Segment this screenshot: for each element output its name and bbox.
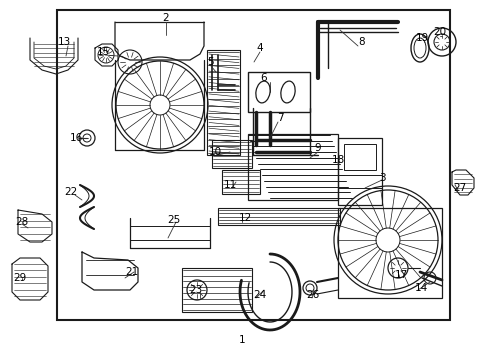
Bar: [182, 268, 251, 312]
Text: 29: 29: [13, 273, 26, 283]
Bar: [343, 144, 375, 170]
Text: 5: 5: [207, 57, 214, 67]
Text: 18: 18: [331, 155, 344, 165]
Text: 28: 28: [15, 217, 29, 227]
Text: 17: 17: [393, 270, 407, 280]
Text: 25: 25: [167, 215, 180, 225]
Bar: [57, 10, 449, 320]
Text: 2: 2: [163, 13, 169, 23]
Bar: [206, 50, 240, 155]
Text: 1: 1: [238, 335, 245, 345]
Text: 14: 14: [413, 283, 427, 293]
Bar: [337, 138, 381, 205]
Text: 12: 12: [238, 213, 251, 223]
Bar: [337, 208, 441, 298]
Bar: [222, 170, 260, 194]
Text: 21: 21: [125, 267, 138, 277]
Bar: [218, 208, 339, 225]
Bar: [212, 140, 251, 168]
Text: 19: 19: [414, 33, 428, 43]
Text: 24: 24: [253, 290, 266, 300]
Text: 15: 15: [96, 47, 109, 57]
Text: 26: 26: [306, 290, 319, 300]
Text: 13: 13: [57, 37, 70, 47]
Text: 22: 22: [64, 187, 78, 197]
Bar: [247, 72, 309, 112]
Text: 6: 6: [260, 73, 267, 83]
Text: 10: 10: [208, 147, 221, 157]
Text: 4: 4: [256, 43, 263, 53]
Bar: [247, 134, 337, 200]
Text: 9: 9: [314, 143, 321, 153]
Text: 3: 3: [378, 173, 385, 183]
Text: 23: 23: [189, 285, 202, 295]
Text: 20: 20: [432, 27, 446, 37]
Text: 11: 11: [223, 180, 236, 190]
Text: 8: 8: [358, 37, 365, 47]
Text: 16: 16: [69, 133, 82, 143]
Text: 7: 7: [276, 113, 283, 123]
Text: 27: 27: [452, 183, 466, 193]
